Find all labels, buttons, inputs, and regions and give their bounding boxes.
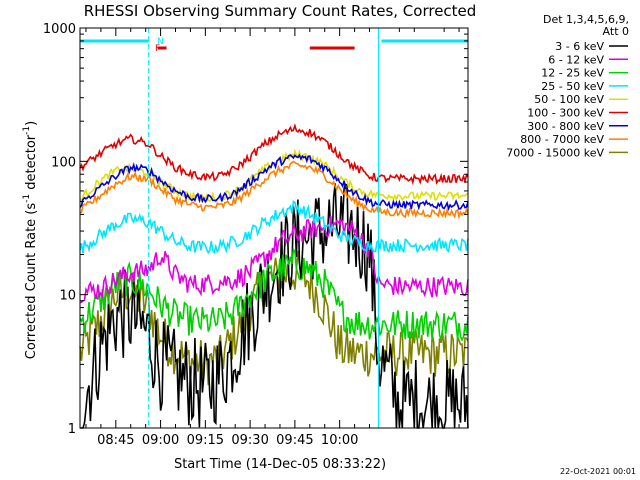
x-tick-label: 09:15 bbox=[187, 433, 224, 448]
x-tick-label: 08:45 bbox=[97, 433, 134, 448]
legend-header: Det 1,3,4,5,6,9, bbox=[543, 13, 629, 26]
legend-label: 50 - 100 keV bbox=[534, 93, 604, 106]
flag-label: N bbox=[157, 37, 164, 47]
timestamp-stamp: 22-Oct-2021 00:01 bbox=[560, 467, 636, 476]
x-tick-label: 09:30 bbox=[231, 433, 268, 448]
series-line bbox=[79, 148, 469, 205]
y-tick-label: 1000 bbox=[43, 22, 76, 37]
y-tick-label: 100 bbox=[51, 155, 76, 170]
legend-label: 6 - 12 keV bbox=[548, 53, 604, 66]
legend-header: Att 0 bbox=[603, 25, 629, 38]
x-axis-label: Start Time (14-Dec-05 08:33:22) bbox=[174, 457, 386, 472]
series-line bbox=[79, 153, 469, 212]
attenuator-lines bbox=[148, 28, 469, 428]
x-axis-ticks: 08:45 09:00 09:15 09:30 09:45 10:00 bbox=[85, 28, 460, 448]
y-tick-label: 1 bbox=[68, 422, 76, 437]
series-lines bbox=[79, 123, 469, 429]
series-line bbox=[80, 183, 469, 429]
legend-label: 3 - 6 keV bbox=[555, 40, 604, 53]
chart-title: RHESSI Observing Summary Count Rates, Co… bbox=[84, 2, 477, 20]
series-line bbox=[79, 200, 469, 255]
x-tick-label: 09:45 bbox=[276, 433, 313, 448]
legend-label: 800 - 7000 keV bbox=[520, 133, 604, 146]
flag-bars: NF bbox=[80, 37, 468, 54]
series-line bbox=[79, 123, 469, 186]
legend-label: 300 - 800 keV bbox=[527, 120, 604, 133]
x-tick-label: 09:00 bbox=[142, 433, 179, 448]
legend-label: 12 - 25 keV bbox=[541, 67, 604, 80]
series-line bbox=[79, 215, 469, 304]
series-line bbox=[79, 247, 469, 342]
y-axis-label: Corrected Count Rate (s-1 detector-1) bbox=[22, 121, 39, 359]
legend-label: 7000 - 15000 keV bbox=[506, 146, 604, 159]
legend-label: 25 - 50 keV bbox=[541, 80, 604, 93]
series-line bbox=[79, 160, 469, 220]
x-tick-label: 10:00 bbox=[321, 433, 358, 448]
y-axis-ticks: 1 10 100 1000 bbox=[43, 22, 468, 437]
y-tick-label: 10 bbox=[59, 289, 76, 304]
flag-label: F bbox=[155, 44, 160, 54]
legend-label: 100 - 300 keV bbox=[527, 107, 604, 120]
plot-frame bbox=[79, 27, 469, 429]
